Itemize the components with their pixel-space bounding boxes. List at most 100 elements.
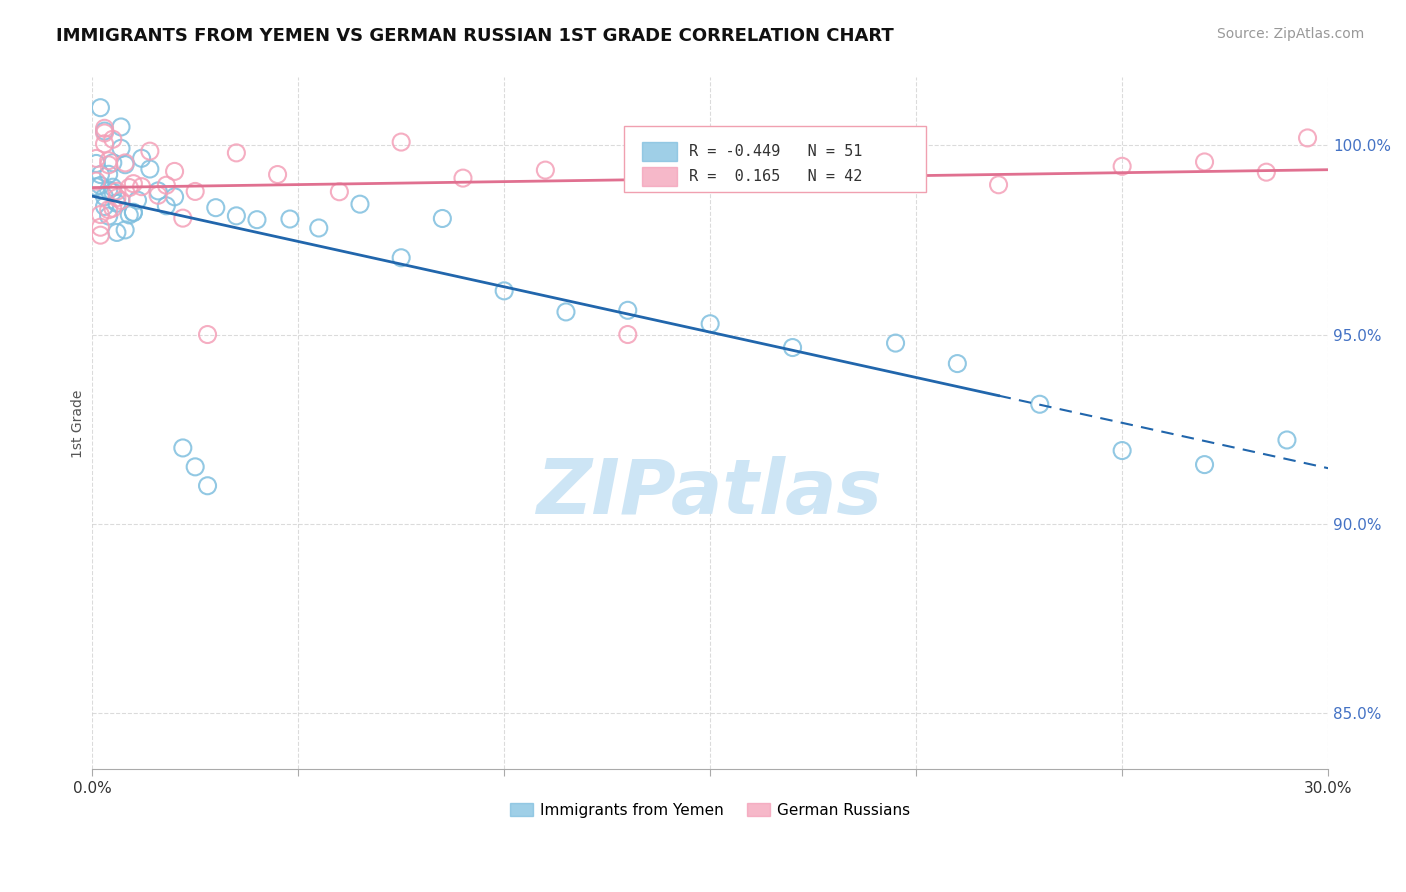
Text: Source: ZipAtlas.com: Source: ZipAtlas.com (1216, 27, 1364, 41)
Point (114, 158, 136, 172)
Point (801, 169, 824, 183)
Point (93, 126, 115, 140)
Point (105, 191, 128, 205)
Point (225, 145, 247, 160)
Point (389, 135, 412, 149)
Point (1275, 433, 1298, 447)
Point (89, 168, 111, 182)
Text: ZIPatlas: ZIPatlas (537, 456, 883, 530)
Point (204, 201, 226, 215)
Point (127, 193, 149, 207)
Point (225, 209, 247, 223)
Point (114, 223, 136, 237)
Point (905, 143, 928, 157)
Point (172, 441, 194, 455)
Point (122, 177, 145, 191)
Point (122, 205, 145, 219)
Point (720, 160, 742, 174)
Point (1296, 131, 1319, 145)
FancyBboxPatch shape (624, 126, 927, 192)
Point (114, 156, 136, 170)
Point (89, 178, 111, 193)
Point (534, 163, 557, 178)
Point (105, 226, 128, 240)
Point (946, 357, 969, 371)
Point (494, 284, 516, 298)
Y-axis label: 1st Grade: 1st Grade (72, 389, 86, 458)
Point (89, 101, 111, 115)
Point (163, 164, 186, 178)
Point (782, 341, 804, 355)
Point (1194, 458, 1216, 472)
Point (163, 190, 186, 204)
Point (118, 180, 141, 194)
Point (101, 155, 124, 169)
Point (146, 184, 169, 198)
Point (101, 180, 124, 194)
Point (139, 161, 162, 176)
Point (197, 479, 219, 493)
Point (987, 178, 1010, 192)
Point (1029, 397, 1052, 411)
Point (84, 156, 107, 170)
Point (84, 179, 107, 194)
Point (451, 171, 474, 186)
Point (89, 220, 111, 235)
Point (97, 153, 120, 168)
Point (1194, 155, 1216, 169)
Point (884, 336, 907, 351)
Point (172, 211, 194, 226)
Point (93, 124, 115, 138)
Point (432, 211, 454, 226)
Text: IMMIGRANTS FROM YEMEN VS GERMAN RUSSIAN 1ST GRADE CORRELATION CHART: IMMIGRANTS FROM YEMEN VS GERMAN RUSSIAN … (56, 27, 894, 45)
Point (122, 205, 145, 219)
Point (616, 327, 638, 342)
Point (89, 228, 111, 243)
Point (84, 152, 107, 166)
Point (97, 167, 120, 181)
Point (84, 174, 107, 188)
Point (105, 184, 128, 198)
Bar (643, 167, 676, 186)
Point (155, 199, 177, 213)
Point (118, 208, 141, 222)
Point (101, 185, 124, 199)
Point (389, 251, 412, 265)
Point (266, 168, 288, 182)
Point (146, 188, 169, 202)
Point (110, 194, 132, 208)
Point (555, 305, 578, 319)
Point (184, 185, 207, 199)
Point (131, 151, 153, 165)
Point (93, 136, 115, 151)
Legend: Immigrants from Yemen, German Russians: Immigrants from Yemen, German Russians (503, 797, 917, 824)
Point (93, 190, 115, 204)
Point (155, 178, 177, 193)
Point (93, 121, 115, 136)
Point (328, 185, 350, 199)
Point (105, 196, 128, 211)
Point (1111, 443, 1133, 458)
Point (110, 120, 132, 134)
Point (616, 303, 638, 318)
Point (97, 202, 120, 217)
Point (1256, 165, 1278, 179)
Point (308, 221, 330, 235)
Point (278, 212, 301, 227)
Point (699, 317, 721, 331)
Point (93, 199, 115, 213)
Bar (643, 142, 676, 161)
Point (197, 327, 219, 342)
Point (110, 141, 132, 155)
Point (89, 207, 111, 221)
Point (1111, 159, 1133, 173)
Text: R =  0.165   N = 42: R = 0.165 N = 42 (689, 169, 862, 184)
Point (246, 212, 269, 227)
Point (131, 179, 153, 194)
Point (97, 158, 120, 172)
Point (184, 459, 207, 474)
Point (101, 201, 124, 215)
Point (97, 209, 120, 223)
Text: R = -0.449   N = 51: R = -0.449 N = 51 (689, 145, 862, 159)
Point (139, 144, 162, 158)
